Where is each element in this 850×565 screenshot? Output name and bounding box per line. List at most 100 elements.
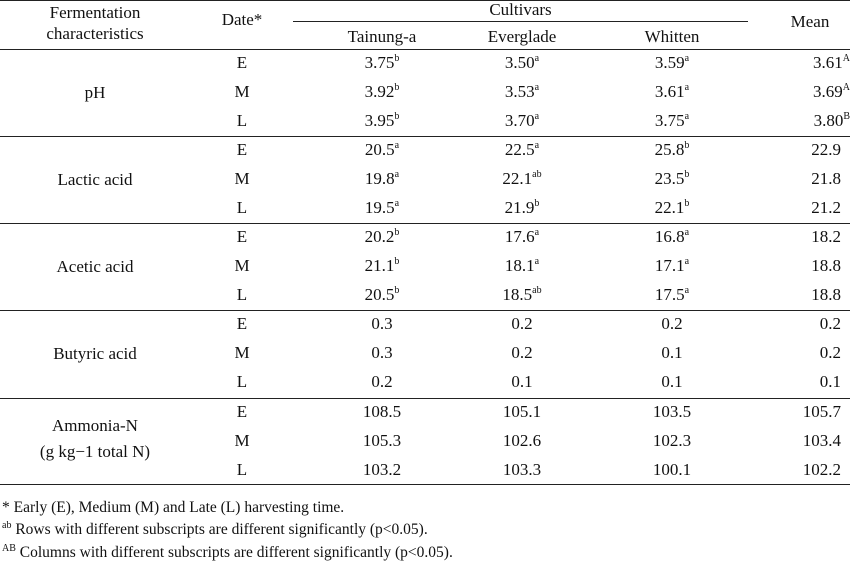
date-cell: L [236, 198, 248, 217]
value-number: 105.3 [362, 431, 402, 450]
mean-cell: 0.2 [775, 314, 850, 334]
significance-letter: b [534, 198, 540, 209]
value-number: 0.2 [511, 343, 533, 362]
significance-letter: B [843, 111, 850, 122]
value-number: 108.5 [362, 402, 402, 421]
mean-cell: 18.8 [775, 285, 850, 305]
group-label: Lactic acid [57, 170, 133, 189]
value-number: 100.1 [652, 460, 692, 479]
value-cell: 3.50a [452, 53, 592, 73]
mean-cell: 0.1 [775, 372, 850, 392]
significance-letter: a [684, 227, 690, 238]
date-cell: M [234, 82, 250, 101]
value-number: 102.6 [502, 431, 542, 450]
mean-number: 0.1 [819, 372, 841, 391]
mean-number: 21.2 [811, 198, 841, 217]
date-cell: L [236, 460, 248, 479]
bottom-rule [0, 484, 850, 485]
value-cell: 103.3 [452, 460, 592, 480]
value-number: 0.2 [511, 314, 533, 333]
value-number: 0.1 [511, 372, 533, 391]
footnote-3: AB Columns with different subscripts are… [2, 543, 453, 563]
mean-cell: 3.80B [775, 111, 850, 131]
footnote-mark: ab [2, 520, 12, 531]
significance-letter: A [842, 82, 850, 93]
value-cell: 105.1 [452, 402, 592, 422]
value-cell: 3.75b [312, 53, 452, 73]
header-mean: Mean [790, 12, 830, 31]
significance-letter: b [684, 140, 690, 151]
date-cell: L [236, 372, 248, 391]
header-fermentation-line2: characteristics [46, 24, 144, 43]
value-number: 3.50 [504, 53, 535, 72]
date-cell: M [234, 343, 250, 362]
header-date: Date* [221, 10, 263, 29]
mean-number: 18.8 [811, 256, 841, 275]
significance-letter: a [394, 140, 400, 151]
value-number: 21.9 [504, 198, 535, 217]
significance-letter: a [534, 53, 540, 64]
value-cell: 0.2 [452, 314, 592, 334]
mean-cell: 105.7 [775, 402, 850, 422]
value-number: 0.2 [371, 372, 393, 391]
group-rule-3 [0, 310, 850, 311]
value-number: 23.5 [654, 169, 685, 188]
value-number: 0.1 [661, 343, 683, 362]
footnote-1: * Early (E), Medium (M) and Late (L) har… [2, 498, 344, 518]
value-cell: 108.5 [312, 402, 452, 422]
mean-cell: 3.69A [775, 82, 850, 102]
mean-cell: 103.4 [775, 431, 850, 451]
footnote-text: Early (E), Medium (M) and Late (L) harve… [13, 499, 345, 516]
mean-number: 0.2 [819, 314, 841, 333]
mean-number: 18.8 [811, 285, 841, 304]
significance-letter: ab [532, 169, 542, 180]
significance-letter: a [684, 256, 690, 267]
value-cell: 17.1a [602, 256, 742, 276]
group-rule-1 [0, 136, 850, 137]
value-number: 20.2 [364, 227, 395, 246]
value-cell: 0.2 [312, 372, 452, 392]
date-cell: E [236, 227, 248, 246]
value-cell: 21.9b [452, 198, 592, 218]
value-number: 22.5 [504, 140, 535, 159]
value-number: 16.8 [654, 227, 685, 246]
significance-letter: b [684, 198, 690, 209]
value-number: 3.75 [654, 111, 685, 130]
value-number: 0.3 [371, 343, 393, 362]
value-cell: 19.5a [312, 198, 452, 218]
value-cell: 3.53a [452, 82, 592, 102]
value-cell: 19.8a [312, 169, 452, 189]
group-label: Ammonia-N [52, 416, 138, 435]
group-label: pH [84, 83, 106, 102]
significance-letter: b [684, 169, 690, 180]
value-number: 0.2 [661, 314, 683, 333]
value-number: 22.1 [654, 198, 685, 217]
value-cell: 18.5ab [452, 285, 592, 305]
value-number: 103.2 [362, 460, 402, 479]
top-rule [0, 0, 850, 1]
significance-letter: a [394, 169, 400, 180]
date-cell: L [236, 111, 248, 130]
header-cultivar-3: Whitten [644, 27, 700, 46]
mean-cell: 102.2 [775, 460, 850, 480]
value-number: 3.61 [654, 82, 685, 101]
value-number: 18.5 [502, 285, 533, 304]
value-number: 18.1 [504, 256, 535, 275]
footnote-2: ab Rows with different subscripts are di… [2, 520, 428, 540]
mean-number: 0.2 [819, 343, 841, 362]
date-cell: E [236, 140, 248, 159]
mean-number: 3.80 [813, 111, 844, 130]
value-number: 103.5 [652, 402, 692, 421]
value-number: 17.1 [654, 256, 685, 275]
value-number: 0.3 [371, 314, 393, 333]
value-number: 0.1 [661, 372, 683, 391]
mean-number: 3.69 [813, 82, 843, 101]
value-cell: 20.2b [312, 227, 452, 247]
value-cell: 0.1 [602, 343, 742, 363]
significance-letter: ab [532, 285, 542, 296]
value-number: 3.53 [504, 82, 535, 101]
value-cell: 0.3 [312, 314, 452, 334]
mean-number: 21.8 [811, 169, 841, 188]
value-cell: 102.3 [602, 431, 742, 451]
value-cell: 3.75a [602, 111, 742, 131]
